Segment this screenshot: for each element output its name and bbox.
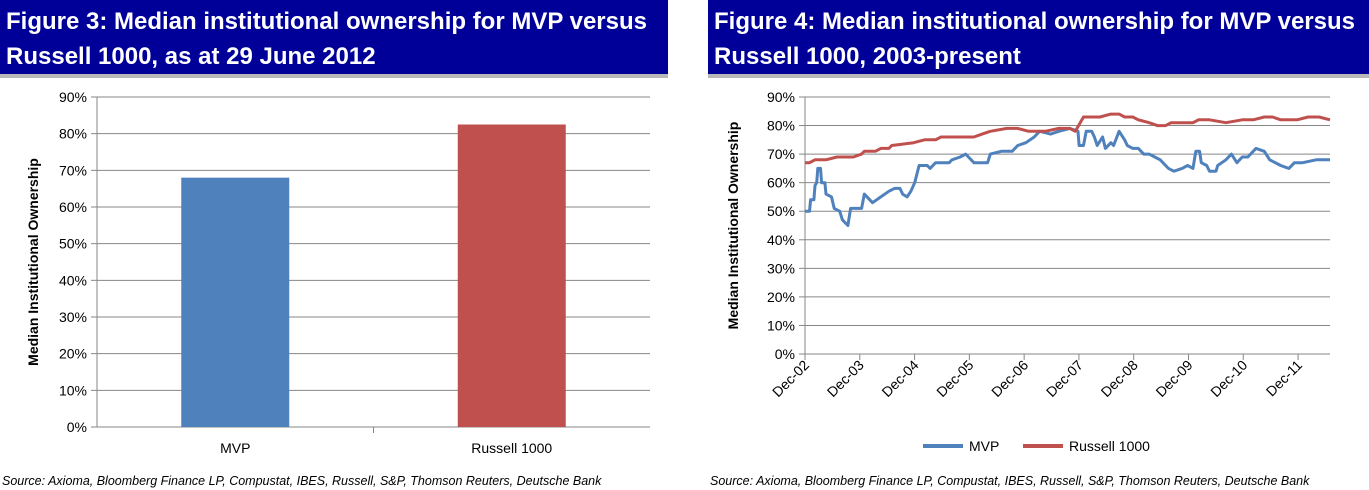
y-tick-label: 30% xyxy=(59,309,87,325)
y-axis-label: Median Institutional Ownership xyxy=(25,158,41,366)
y-tick-label: 0% xyxy=(775,346,795,362)
figure-3-title-bar: Figure 3: Median institutional ownership… xyxy=(0,0,668,78)
y-tick-label: 20% xyxy=(59,346,87,362)
x-tick-label: Dec-05 xyxy=(933,357,976,400)
figure-3-bar-chart: 0% 10% 20% 30% 40% 50% 60% 70% 80% 90% MVP Russell … xyxy=(25,89,650,456)
y-tick-label: 10% xyxy=(767,317,795,333)
x-tick-label: Dec-08 xyxy=(1098,357,1141,400)
x-tick-label: Russell 1000 xyxy=(471,440,552,456)
y-tick-label: 40% xyxy=(59,272,87,288)
x-tick-label: Dec-09 xyxy=(1152,357,1195,400)
figure-4-line-chart: 0% 10% 20% 30% 40% 50% 60% 70% 80% 90% Dec-02 Dec-0… xyxy=(725,89,1331,454)
y-tick-label: 90% xyxy=(767,89,795,105)
y-tick-label: 30% xyxy=(767,260,795,276)
figure-3-title-line-2: Russell 1000, as at 29 June 2012 xyxy=(6,43,376,70)
figure-3-source: Source: Axioma, Bloomberg Finance LP, Co… xyxy=(2,474,602,488)
y-tick-label: 70% xyxy=(59,162,87,178)
figure-4-title-bar: Figure 4: Median institutional ownership… xyxy=(708,0,1369,78)
x-tick-label: Dec-02 xyxy=(769,357,812,400)
y-axis-label: Median Institutional Ownership xyxy=(725,122,741,330)
y-tick-label: 0% xyxy=(67,419,87,435)
x-tick-label: MVP xyxy=(220,440,250,456)
x-tick-label: Dec-03 xyxy=(824,357,867,400)
series-line-russell-1000 xyxy=(805,112,1331,165)
x-tick-label: Dec-06 xyxy=(988,357,1031,400)
x-tick-label: Dec-10 xyxy=(1207,357,1250,400)
y-tick-label: 10% xyxy=(59,382,87,398)
x-tick-label: Dec-04 xyxy=(878,357,921,400)
x-tick-label: Dec-11 xyxy=(1263,357,1306,400)
y-tick-label: 70% xyxy=(767,146,795,162)
legend-label: Russell 1000 xyxy=(1069,438,1150,454)
x-tick-label: Dec-07 xyxy=(1043,357,1086,400)
bar-russell-1000 xyxy=(457,124,566,427)
figure-3-title-line-1: Figure 3: Median institutional ownership… xyxy=(6,8,647,35)
figure-4-title-line-2: Russell 1000, 2003-present xyxy=(714,43,1021,70)
y-tick-label: 80% xyxy=(767,118,795,134)
y-tick-label: 40% xyxy=(767,232,795,248)
y-tick-label: 80% xyxy=(59,126,87,142)
bar-mvp xyxy=(181,177,290,427)
y-tick-label: 20% xyxy=(767,289,795,305)
y-tick-label: 60% xyxy=(767,175,795,191)
figure-4-title-line-1: Figure 4: Median institutional ownership… xyxy=(714,8,1355,35)
y-tick-label: 60% xyxy=(59,199,87,215)
y-tick-label: 90% xyxy=(59,89,87,105)
y-tick-label: 50% xyxy=(767,203,795,219)
legend-label: MVP xyxy=(969,438,999,454)
y-tick-label: 50% xyxy=(59,236,87,252)
figure-4-source: Source: Axioma, Bloomberg Finance LP, Co… xyxy=(710,474,1310,488)
